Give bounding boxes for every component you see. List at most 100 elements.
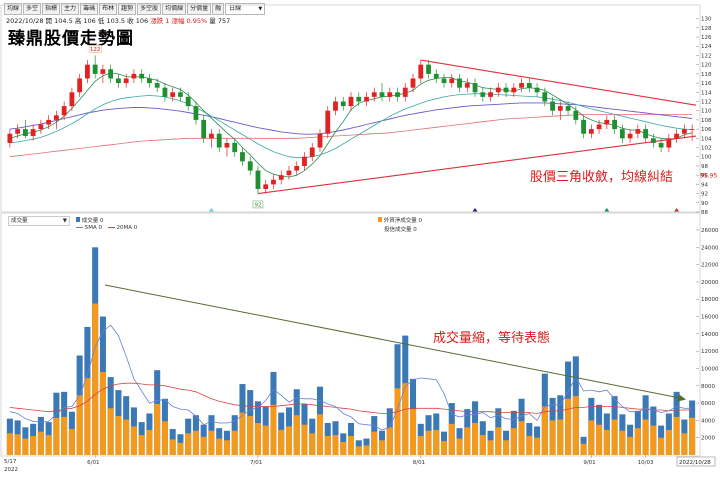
volume-tick-label: 8000 bbox=[701, 384, 715, 390]
foreign-volume-bar bbox=[394, 388, 401, 455]
toolbar-button-price-volume[interactable]: 分價量 bbox=[187, 3, 212, 15]
foreign-volume-bar bbox=[417, 435, 424, 455]
candle-body bbox=[410, 78, 416, 88]
candle-body bbox=[185, 96, 191, 107]
foreign-volume-bar bbox=[665, 429, 672, 455]
foreign-volume-bar bbox=[340, 442, 347, 455]
foreign-volume-bar bbox=[138, 435, 145, 455]
candle-body bbox=[294, 165, 300, 171]
candle-body bbox=[15, 129, 21, 134]
foreign-volume-bar bbox=[107, 408, 114, 455]
legend-volume-label: 成交量 0 bbox=[81, 218, 104, 224]
toolbar-button-chips[interactable]: 籌碼 bbox=[80, 3, 99, 15]
quote-change-pct: 漲幅 0.95% bbox=[171, 17, 208, 25]
chevron-down-icon: ▼ bbox=[62, 218, 67, 224]
toolbar-button-ma[interactable]: 均線 bbox=[4, 3, 23, 15]
foreign-volume-bar bbox=[456, 438, 463, 455]
foreign-volume-bar bbox=[61, 416, 68, 455]
price-annotation: 股價三角收斂，均線糾結 bbox=[530, 169, 673, 185]
candle-body bbox=[348, 96, 354, 107]
foreign-volume-bar bbox=[464, 427, 471, 455]
candle-body bbox=[565, 106, 571, 111]
foreign-volume-bar bbox=[130, 426, 137, 455]
price-tick-label: 106 bbox=[701, 127, 712, 133]
foreign-volume-bar bbox=[681, 433, 688, 455]
toolbar-button-indicator[interactable]: 指標 bbox=[42, 3, 61, 15]
candle-body bbox=[402, 87, 408, 97]
x-month-label: 10/03 bbox=[638, 460, 654, 466]
candle-body bbox=[433, 73, 439, 79]
ma-short-line bbox=[9, 72, 693, 178]
foreign-volume-bar bbox=[565, 398, 572, 455]
toolbar-button-trend[interactable]: 趨勢 bbox=[118, 3, 137, 15]
foreign-volume-bar bbox=[588, 420, 595, 455]
candle-body bbox=[503, 87, 509, 93]
foreign-volume-bar bbox=[627, 436, 634, 455]
volume-tick-label: 22000 bbox=[701, 263, 719, 269]
price-tick-label: 114 bbox=[701, 90, 712, 96]
foreign-volume-bar bbox=[208, 430, 215, 455]
toolbar-button-margin[interactable]: 融 bbox=[212, 3, 225, 15]
volume-tick-label: 24000 bbox=[701, 245, 719, 251]
volume-trend-line bbox=[104, 284, 681, 399]
candle-body bbox=[286, 170, 292, 176]
legend-sma-label: 5MA 0 bbox=[84, 225, 103, 231]
legend-swatch-orange bbox=[378, 217, 382, 222]
toolbar-button-longshort[interactable]: 多空 bbox=[23, 3, 42, 15]
candle-body bbox=[216, 133, 222, 148]
price-tick-label: 104 bbox=[701, 136, 712, 142]
x-month-label: 8/01 bbox=[413, 460, 425, 466]
foreign-volume-bar bbox=[115, 416, 122, 455]
volume-tick-label: 2000 bbox=[701, 436, 715, 442]
price-tick-label: 100 bbox=[701, 155, 712, 161]
foreign-volume-bar bbox=[177, 442, 184, 455]
period-select[interactable]: 日線 ▼ bbox=[225, 3, 266, 15]
candle-body bbox=[674, 133, 680, 139]
toolbar-button-main-force[interactable]: 主力 bbox=[61, 3, 80, 15]
candle-body bbox=[224, 142, 230, 148]
low-marker-label: 92 bbox=[254, 202, 261, 208]
candle-body bbox=[53, 115, 59, 120]
candle-body bbox=[131, 73, 137, 79]
volume-tick-label: 12000 bbox=[701, 349, 719, 355]
foreign-volume-bar bbox=[154, 403, 161, 455]
candle-body bbox=[666, 138, 672, 148]
toolbar-button-avg-price[interactable]: 均價線 bbox=[162, 3, 187, 15]
candle-body bbox=[356, 96, 362, 102]
volume-indicator-select[interactable]: 成交量 ▼ bbox=[8, 216, 70, 226]
price-tick-label: 122 bbox=[701, 53, 712, 59]
toolbar-button-longshort-stock[interactable]: 多空股 bbox=[137, 3, 162, 15]
x-month-label: 7/01 bbox=[250, 460, 262, 466]
candle-body bbox=[263, 184, 269, 189]
foreign-volume-bar bbox=[247, 416, 254, 455]
toolbar-button-bollinger[interactable]: 布林 bbox=[99, 3, 118, 15]
volume-tick-label: 16000 bbox=[701, 315, 719, 321]
foreign-volume-bar bbox=[386, 427, 393, 455]
ma-slow-line bbox=[9, 114, 693, 158]
foreign-volume-bar bbox=[658, 437, 665, 455]
foreign-volume-bar bbox=[223, 440, 230, 455]
chevron-down-icon: ▼ bbox=[258, 6, 263, 12]
foreign-volume-bar bbox=[541, 406, 548, 455]
candle-body bbox=[557, 106, 563, 111]
event-marker-icon bbox=[674, 208, 680, 212]
foreign-volume-bar bbox=[270, 404, 277, 455]
price-tick-label: 98 bbox=[701, 164, 708, 170]
candle-body bbox=[232, 142, 238, 153]
legend-line-sma bbox=[76, 227, 83, 228]
foreign-volume-bar bbox=[534, 437, 541, 455]
candle-body bbox=[162, 87, 168, 97]
foreign-volume-bar bbox=[14, 434, 21, 455]
candle-body bbox=[271, 179, 276, 185]
foreign-volume-bar bbox=[526, 435, 533, 455]
foreign-volume-bar bbox=[580, 443, 587, 455]
foreign-volume-bar bbox=[316, 414, 324, 455]
legend-ma20-label: 20MA 0 bbox=[116, 225, 138, 231]
candle-body bbox=[38, 124, 44, 130]
foreign-volume-bar bbox=[293, 415, 300, 455]
candle-body bbox=[526, 83, 532, 88]
candle-body bbox=[77, 78, 83, 93]
candle-body bbox=[511, 87, 517, 93]
foreign-volume-bar bbox=[30, 435, 37, 455]
